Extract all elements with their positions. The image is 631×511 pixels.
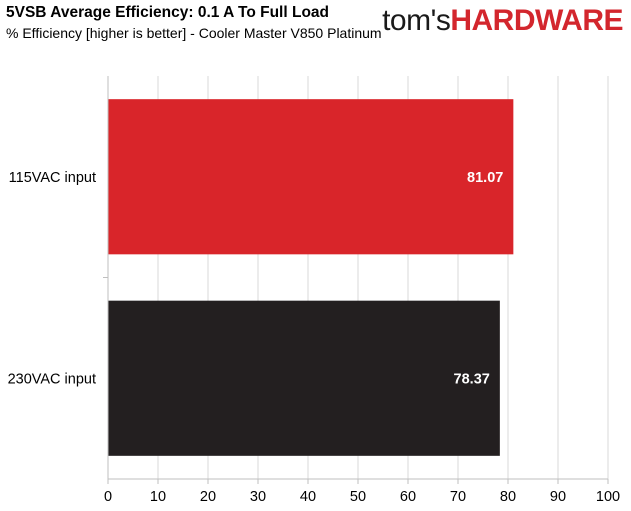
- data-label: 81.07: [467, 170, 503, 186]
- x-tick-label: 70: [450, 489, 466, 505]
- toms-hardware-logo: tom'sHARDWARE: [382, 4, 623, 38]
- chart-subtitle: % Efficiency [higher is better] - Cooler…: [6, 25, 382, 41]
- category-label: 115VAC input: [9, 170, 96, 186]
- bar-230vac: [108, 300, 500, 456]
- category-label: 230VAC input: [8, 371, 96, 387]
- labels: 0 10 20 30 40 50 60 70 80 90 100 115VAC input 81.07 2…: [8, 170, 621, 505]
- x-tick-label: 100: [596, 489, 620, 505]
- x-tick-label: 50: [350, 489, 366, 505]
- chart-title: 5VSB Average Efficiency: 0.1 A To Full L…: [6, 4, 329, 21]
- logo-part-hardware: HARDWARE: [450, 4, 623, 37]
- x-tick-label: 20: [200, 489, 216, 505]
- x-tick-label: 40: [300, 489, 316, 505]
- logo-part-toms: tom's: [382, 4, 451, 37]
- x-tick-label: 60: [400, 489, 416, 505]
- x-tick-label: 80: [500, 489, 516, 505]
- bars: [108, 99, 514, 456]
- bar-115vac: [108, 99, 514, 255]
- x-tick-label: 10: [150, 489, 166, 505]
- data-label: 78.37: [454, 371, 490, 387]
- axes: [103, 76, 609, 484]
- x-tick-label: 30: [250, 489, 266, 505]
- x-tick-label: 90: [550, 489, 566, 505]
- x-tick-label: 0: [104, 489, 112, 505]
